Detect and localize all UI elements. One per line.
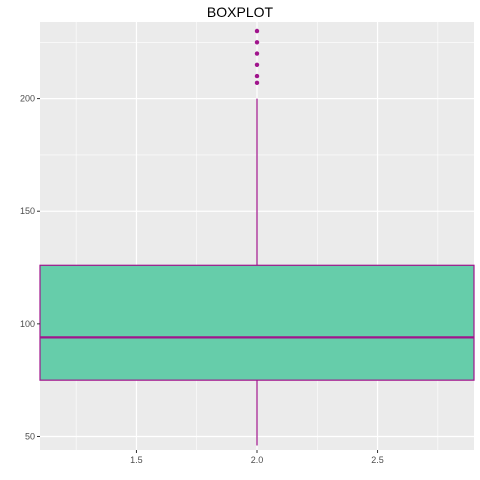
y-tick-label: 50 (25, 431, 35, 441)
outlier-point (254, 73, 260, 79)
outlier-point (254, 51, 260, 56)
outlier-point (254, 62, 260, 67)
chart-title: BOXPLOT (206, 4, 274, 20)
y-tick-label: 200 (20, 94, 35, 104)
outlier-point (254, 28, 260, 34)
iqr-box (39, 264, 475, 381)
x-tick-label: 2.5 (371, 455, 384, 465)
outlier-point (254, 40, 260, 45)
y-tick-label: 150 (20, 206, 35, 216)
x-tick-label: 1.5 (130, 455, 143, 465)
x-tick-label: 2.0 (251, 455, 264, 465)
y-tick-label: 100 (20, 319, 35, 329)
outlier-point (254, 80, 260, 86)
